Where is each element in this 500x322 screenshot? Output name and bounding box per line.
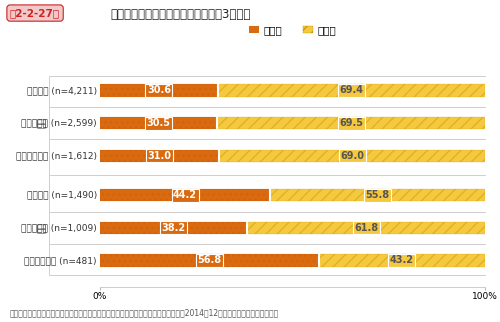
Bar [100, 189, 270, 201]
Text: 43.2: 43.2 [390, 255, 414, 266]
Bar [218, 117, 485, 129]
Bar [218, 84, 485, 97]
Text: 38.2: 38.2 [162, 223, 186, 233]
Text: 69.0: 69.0 [340, 151, 364, 161]
Bar [218, 117, 485, 129]
Bar [270, 189, 485, 201]
Text: 30.5: 30.5 [146, 118, 171, 128]
Bar [318, 254, 485, 267]
Bar [100, 254, 318, 267]
Text: 56.8: 56.8 [198, 255, 222, 266]
Text: 小規模事業者 (n=481): 小規模事業者 (n=481) [24, 256, 97, 265]
Text: 61.8: 61.8 [354, 223, 378, 233]
Bar [220, 150, 485, 162]
Bar [100, 222, 247, 234]
Text: 中小企業 (n=1,490): 中小企業 (n=1,490) [26, 191, 97, 200]
Bar [100, 189, 270, 201]
Bar [100, 117, 218, 129]
Text: 中小企業 (n=4,211): 中小企業 (n=4,211) [27, 86, 97, 95]
Bar [100, 222, 247, 234]
Text: 44.2: 44.2 [173, 190, 197, 200]
Text: 資料：中小企業庁委託「中小企業・小規模事業者の人材確保と育成に関する調査」（2014年12月、（株）野村総合研究所）: 資料：中小企業庁委託「中小企業・小規模事業者の人材確保と育成に関する調査」（20… [10, 308, 279, 317]
Bar [100, 84, 218, 97]
Text: 30.6: 30.6 [147, 85, 171, 96]
Text: 第2-2-27図: 第2-2-27図 [10, 8, 60, 18]
Bar [247, 222, 485, 234]
Bar [100, 150, 220, 162]
Bar [100, 117, 218, 129]
Bar [220, 150, 485, 162]
Legend: 離職率, 定着率: 離職率, 定着率 [244, 21, 340, 39]
Text: 転職: 転職 [38, 223, 47, 233]
Bar [318, 254, 485, 267]
Text: 55.8: 55.8 [366, 190, 390, 200]
Bar [100, 84, 218, 97]
Text: 69.4: 69.4 [340, 85, 363, 96]
Text: 31.0: 31.0 [148, 151, 172, 161]
Text: 想卒: 想卒 [38, 118, 47, 128]
Text: 69.5: 69.5 [339, 118, 363, 128]
Bar [100, 254, 318, 267]
Text: 中規模企業 (n=1,009): 中規模企業 (n=1,009) [21, 223, 97, 232]
Bar [100, 150, 220, 162]
Text: 小規模事業者 (n=1,612): 小規模事業者 (n=1,612) [16, 151, 97, 160]
Bar [247, 222, 485, 234]
Text: 中規模企業 (n=2,599): 中規模企業 (n=2,599) [22, 118, 97, 128]
Bar [270, 189, 485, 201]
Bar [218, 84, 485, 97]
Text: 中小企業における就業者の離職率（3年目）: 中小企業における就業者の離職率（3年目） [110, 8, 250, 21]
